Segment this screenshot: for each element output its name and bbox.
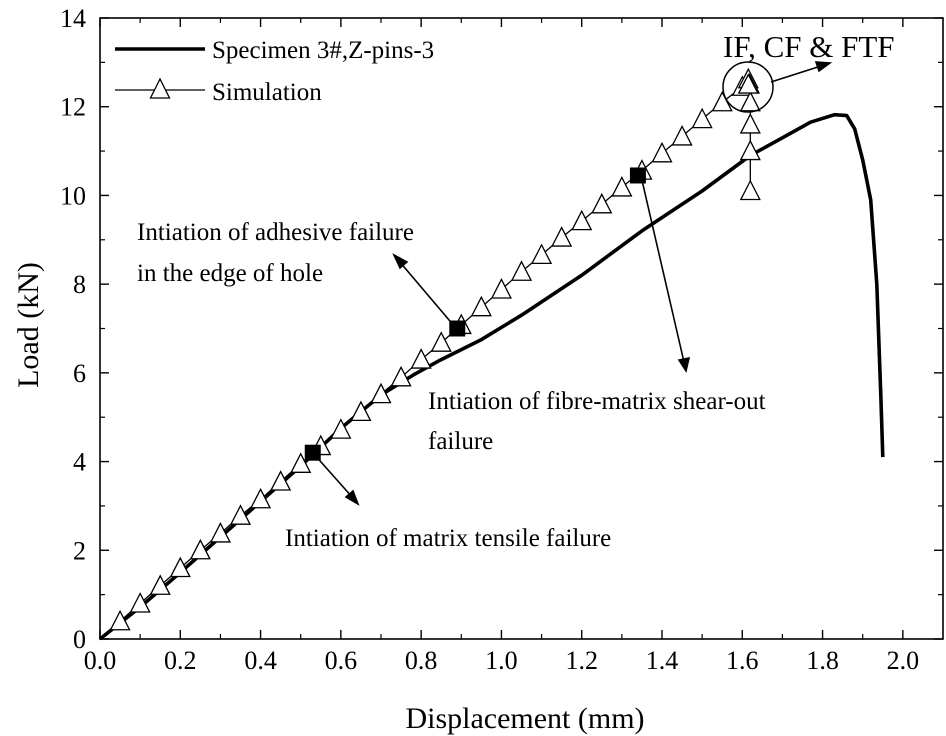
y-tick-label: 14: [60, 4, 86, 33]
simulation-point: [470, 295, 492, 317]
x-tick-label: 1.2: [565, 646, 598, 675]
simulation-point: [430, 331, 452, 352]
failure-marker: [629, 167, 646, 184]
simulation-point: [330, 418, 352, 439]
x-tick-label: 1.8: [806, 646, 839, 675]
y-tick-label: 2: [73, 536, 86, 565]
x-tick-label: 0.6: [325, 646, 358, 675]
x-tick-label: 1.0: [485, 646, 518, 675]
series-specimen-line: [98, 112, 885, 641]
simulation-point: [739, 179, 761, 201]
annotation-fibre-line1: Intiation of fibre-matrix shear-out: [428, 388, 766, 415]
y-tick-label: 6: [73, 359, 86, 388]
simulation-point: [169, 556, 191, 578]
x-tick-label: 0.0: [84, 646, 117, 675]
annotation-fibre-line2: failure: [428, 428, 493, 455]
x-tick-label: 1.4: [646, 646, 679, 675]
simulation-point: [591, 192, 613, 214]
arrow-callout: [770, 61, 833, 83]
annotation-adhesive-line1: Intiation of adhesive failure: [137, 219, 414, 246]
simulation-point: [711, 90, 733, 112]
y-tick-label: 4: [73, 448, 86, 477]
x-tick-label: 1.6: [726, 646, 759, 675]
y-tick-label: 10: [60, 181, 86, 210]
simulation-point: [270, 470, 292, 491]
simulation-point: [109, 609, 131, 631]
simulation-point: [410, 348, 432, 369]
simulation-point: [737, 73, 759, 94]
callout-circle: [722, 61, 774, 113]
legend-simulation-triangle-icon: [149, 77, 171, 99]
arrow-matrix: [312, 452, 360, 506]
simulation-point: [390, 365, 412, 387]
simulation-point: [651, 141, 673, 163]
y-axis-title: Load (kN): [12, 262, 45, 388]
series-layer: [98, 67, 885, 641]
simulation-point: [739, 139, 761, 161]
simulation-point: [691, 107, 713, 129]
arrow-fibre: [640, 175, 691, 374]
arrow-adhesive: [392, 253, 456, 328]
annotation-adhesive-line2: in the edge of hole: [137, 260, 323, 287]
x-axis-title: Displacement (mm): [405, 702, 644, 735]
y-ticks: 0 2 4 6 8 10 12 14: [60, 4, 943, 654]
x-tick-label: 0.8: [405, 646, 438, 675]
y-tick-label: 0: [73, 625, 86, 654]
x-tick-label: 0.4: [244, 646, 277, 675]
simulation-point: [611, 176, 633, 197]
simulation-point: [571, 209, 593, 231]
simulation-point: [290, 452, 312, 473]
simulation-point: [229, 504, 252, 525]
legend-simulation-label: Simulation: [212, 79, 322, 106]
annotation-callout: IF, CF & FTF: [723, 29, 895, 64]
simulation-point: [149, 574, 171, 595]
y-tick-label: 12: [60, 93, 86, 122]
annotation-matrix: Intiation of matrix tensile failure: [285, 525, 611, 552]
x-tick-label: 2.0: [887, 646, 920, 675]
simulation-point: [739, 90, 761, 112]
simulation-point: [189, 538, 211, 560]
simulation-point: [209, 522, 231, 543]
simulation-point: [350, 400, 372, 422]
annotations: Intiation of adhesive failure in the edg…: [137, 29, 895, 552]
simulation-point: [510, 260, 533, 281]
simulation-point: [739, 113, 761, 134]
simulation-point: [551, 226, 573, 247]
simulation-point: [671, 125, 693, 146]
legend: Specimen 3#,Z-pins-3 Simulation: [115, 37, 434, 106]
y-tick-label: 8: [73, 270, 86, 299]
simulation-point: [129, 592, 151, 613]
simulation-point: [250, 487, 272, 509]
simulation-point: [531, 243, 553, 265]
x-tick-label: 0.2: [164, 646, 197, 675]
simulation-point: [490, 278, 512, 299]
legend-specimen-label: Specimen 3#,Z-pins-3: [212, 37, 434, 64]
x-ticks: 0.0 0.2 0.4 0.6 0.8 1.0 1.2 1.4 1.6 1.8 2.0: [84, 18, 919, 675]
simulation-point: [370, 382, 392, 404]
